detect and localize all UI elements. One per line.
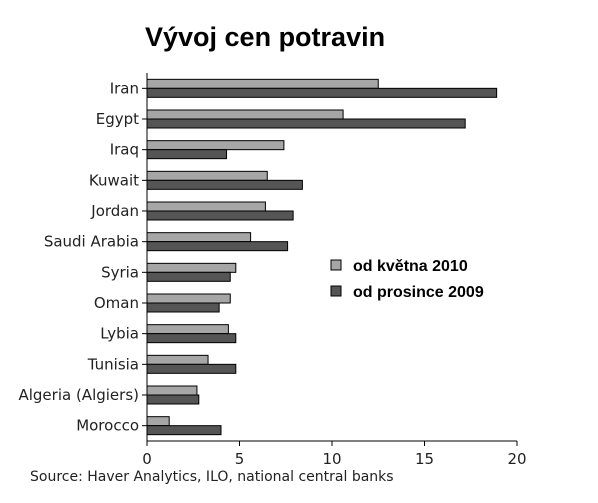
category-label: Jordan: [90, 202, 139, 220]
bar-dec-2009: [146, 87, 498, 98]
bar-may-2010: [146, 78, 379, 89]
bar-may-2010: [146, 140, 285, 151]
category-label: Iraq: [110, 141, 139, 159]
legend-swatch: [330, 259, 342, 271]
bar-dec-2009: [146, 394, 200, 405]
bar-dec-2009: [146, 241, 289, 252]
x-tick-label: 5: [235, 450, 245, 468]
bar-dec-2009: [146, 363, 237, 374]
category-label: Lybia: [100, 325, 139, 343]
legend-label: od prosince 2009: [353, 284, 484, 301]
source-note: Source: Haver Analytics, ILO, national c…: [30, 469, 394, 485]
bar-dec-2009: [146, 149, 228, 160]
category-label: Morocco: [76, 417, 139, 435]
category-label: Algeria (Algiers): [18, 386, 139, 404]
bar-may-2010: [146, 416, 170, 427]
bar-dec-2009: [146, 333, 237, 344]
bar-dec-2009: [146, 271, 231, 282]
category-label: Saudi Arabia: [44, 233, 139, 251]
bar-may-2010: [146, 293, 231, 304]
bar-may-2010: [146, 201, 266, 212]
category-label: Iran: [110, 79, 139, 97]
category-label: Kuwait: [89, 171, 139, 189]
category-label: Oman: [94, 294, 139, 312]
bar-may-2010: [146, 324, 229, 335]
category-label: Tunisia: [87, 355, 139, 373]
category-label: Syria: [101, 263, 139, 281]
bar-may-2010: [146, 385, 198, 396]
x-tick-label: 10: [322, 450, 341, 468]
chart-title: Vývoj cen potravin: [145, 22, 385, 52]
bar-may-2010: [146, 262, 237, 273]
bar-dec-2009: [146, 425, 222, 436]
x-tick-label: 15: [415, 450, 434, 468]
bar-may-2010: [146, 170, 268, 181]
category-label: Egypt: [96, 110, 139, 128]
bar-dec-2009: [146, 210, 294, 221]
bar-may-2010: [146, 354, 209, 365]
plot-area: Iran Egypt Iraq Kuwait Jordan Saudi Arabia Syr…: [18, 73, 527, 468]
bar-dec-2009: [146, 118, 466, 129]
legend: od května 2010 od prosince 2009: [330, 258, 484, 301]
x-tick-label: 0: [142, 450, 152, 468]
legend-swatch: [330, 285, 342, 297]
bar-dec-2009: [146, 302, 220, 313]
x-tick-label: 20: [507, 450, 526, 468]
bar-dec-2009: [146, 179, 303, 190]
legend-label: od května 2010: [353, 258, 468, 275]
bar-may-2010: [146, 232, 252, 243]
bar-may-2010: [146, 109, 344, 120]
